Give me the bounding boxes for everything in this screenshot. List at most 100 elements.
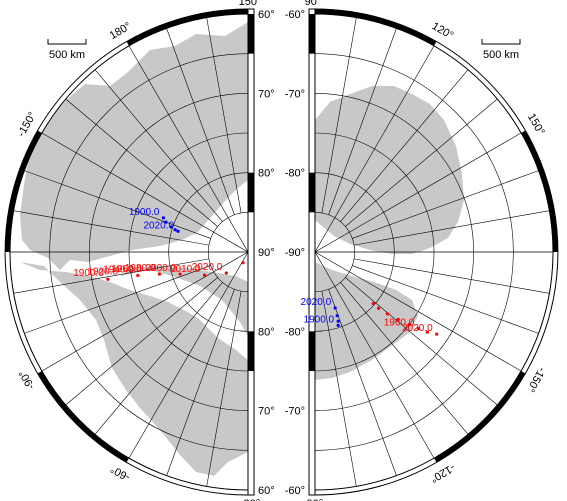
landmass [315,86,464,254]
meridian-line [24,265,211,334]
scale-bar-label: 500 km [483,49,519,61]
track-point [241,261,245,265]
landmass [20,22,248,270]
graticule [315,14,553,490]
meridian-line [206,291,242,487]
track-point [336,323,340,327]
meridian-line [13,258,209,294]
track-year-label: 2020.0 [143,220,174,231]
track-point [169,225,173,229]
track-point [161,216,166,220]
longitude-label: 120° [430,20,456,42]
track-point [396,317,400,322]
track-year-label: 1900.0 [129,207,160,218]
scale-bar: 500 km [47,39,87,61]
meridian-line [345,98,498,227]
frame-tick-segment [433,370,526,463]
south-hemisphere-panel: -60°-70°-80°-90°-80°-70°-60°90°120°150°1… [285,0,567,501]
longitude-label: 90° [305,0,322,8]
latitude-label: 70° [258,88,275,100]
longitude-label: 180° [564,241,567,264]
land-layer [20,22,248,476]
north-hemisphere-panel: 60°70°80°90°80°70°60°150°180°-150°-120°-… [4,0,275,501]
track-point [173,228,177,232]
latitude-label: 60° [258,485,275,497]
meridian-line [328,289,397,476]
meridian-line [166,28,235,215]
meridian-line [315,251,435,459]
track-point [106,277,110,281]
latitude-label: 90° [258,247,275,259]
track-point [202,273,207,277]
frame-tick-segment [126,9,249,46]
longitude-label: 150° [239,0,262,8]
meridian-line [328,28,397,215]
north-pole-red: 1900.01920.01940.01960.01980.02000.02010… [73,261,245,281]
track-year-label: 1980.0 [125,263,156,274]
north-pole-blue: 2020.0 1900.0 [129,207,180,233]
track-year-label: 1960.0 [111,264,142,275]
track-point [178,272,182,276]
meridian-line [321,17,357,213]
track-point [435,332,439,336]
meridian-line [345,277,498,406]
latitude-label: -70° [285,406,305,418]
meridian-line [354,210,550,246]
longitude-label: -90° [303,498,323,501]
frame-straight-edge [308,8,316,496]
frame-tick-segment [5,130,42,253]
track-point [224,271,228,275]
track-year-label: 1900.0 [304,314,335,325]
meridian-line [321,291,357,487]
longitude-label: 180° [108,20,134,42]
latitude-label: 80° [258,168,275,180]
latitude-label: -80° [285,326,305,338]
latitude-label: 70° [258,406,275,418]
meridian-line [94,69,223,222]
frame-tick-segment [521,130,558,253]
meridian-line [315,251,522,372]
meridian-line [340,282,469,435]
landmass [315,262,418,380]
map-frame [4,8,255,496]
scale-bar-label: 500 km [49,49,85,61]
track-point [157,272,162,276]
track-point [371,301,375,306]
latitude-label: -80° [285,168,305,180]
track-year-label: 1920.0 [87,267,118,278]
latitude-label: -90° [285,247,305,259]
landmass [20,262,248,476]
frame-inner-arc [314,13,554,491]
frame-straight-edge [247,8,255,496]
track-point [407,322,412,327]
latitude-label: -60° [285,485,305,497]
meridian-line [13,210,209,246]
track-point [376,306,381,310]
meridian-line [352,265,539,334]
frame-lat-segment [309,172,315,213]
graticule [10,14,248,490]
map-frame [308,8,559,496]
track-year-label: 2000.0 [146,263,177,274]
meridian-line [128,45,248,253]
scale-bar-line [47,39,87,45]
scale-bar-line [481,39,521,45]
track-point [425,330,429,334]
track-year-label: 2010.0 [170,264,201,275]
track-year-label: 1940.0 [103,264,134,275]
frame-tick-segment [37,370,130,463]
track-year-label: 2020.0 [301,297,332,308]
meridian-line [166,289,235,476]
meridian-line [354,258,550,294]
meridian-line [41,132,248,253]
meridian-line [352,170,539,239]
track-point [416,326,420,331]
latitude-label: 60° [258,9,275,21]
frame-lat-segment [309,14,315,54]
track-year-label: 1960.0 [384,317,415,328]
meridian-line [315,132,522,253]
latitude-label: -70° [285,88,305,100]
meridian-line [340,69,469,222]
